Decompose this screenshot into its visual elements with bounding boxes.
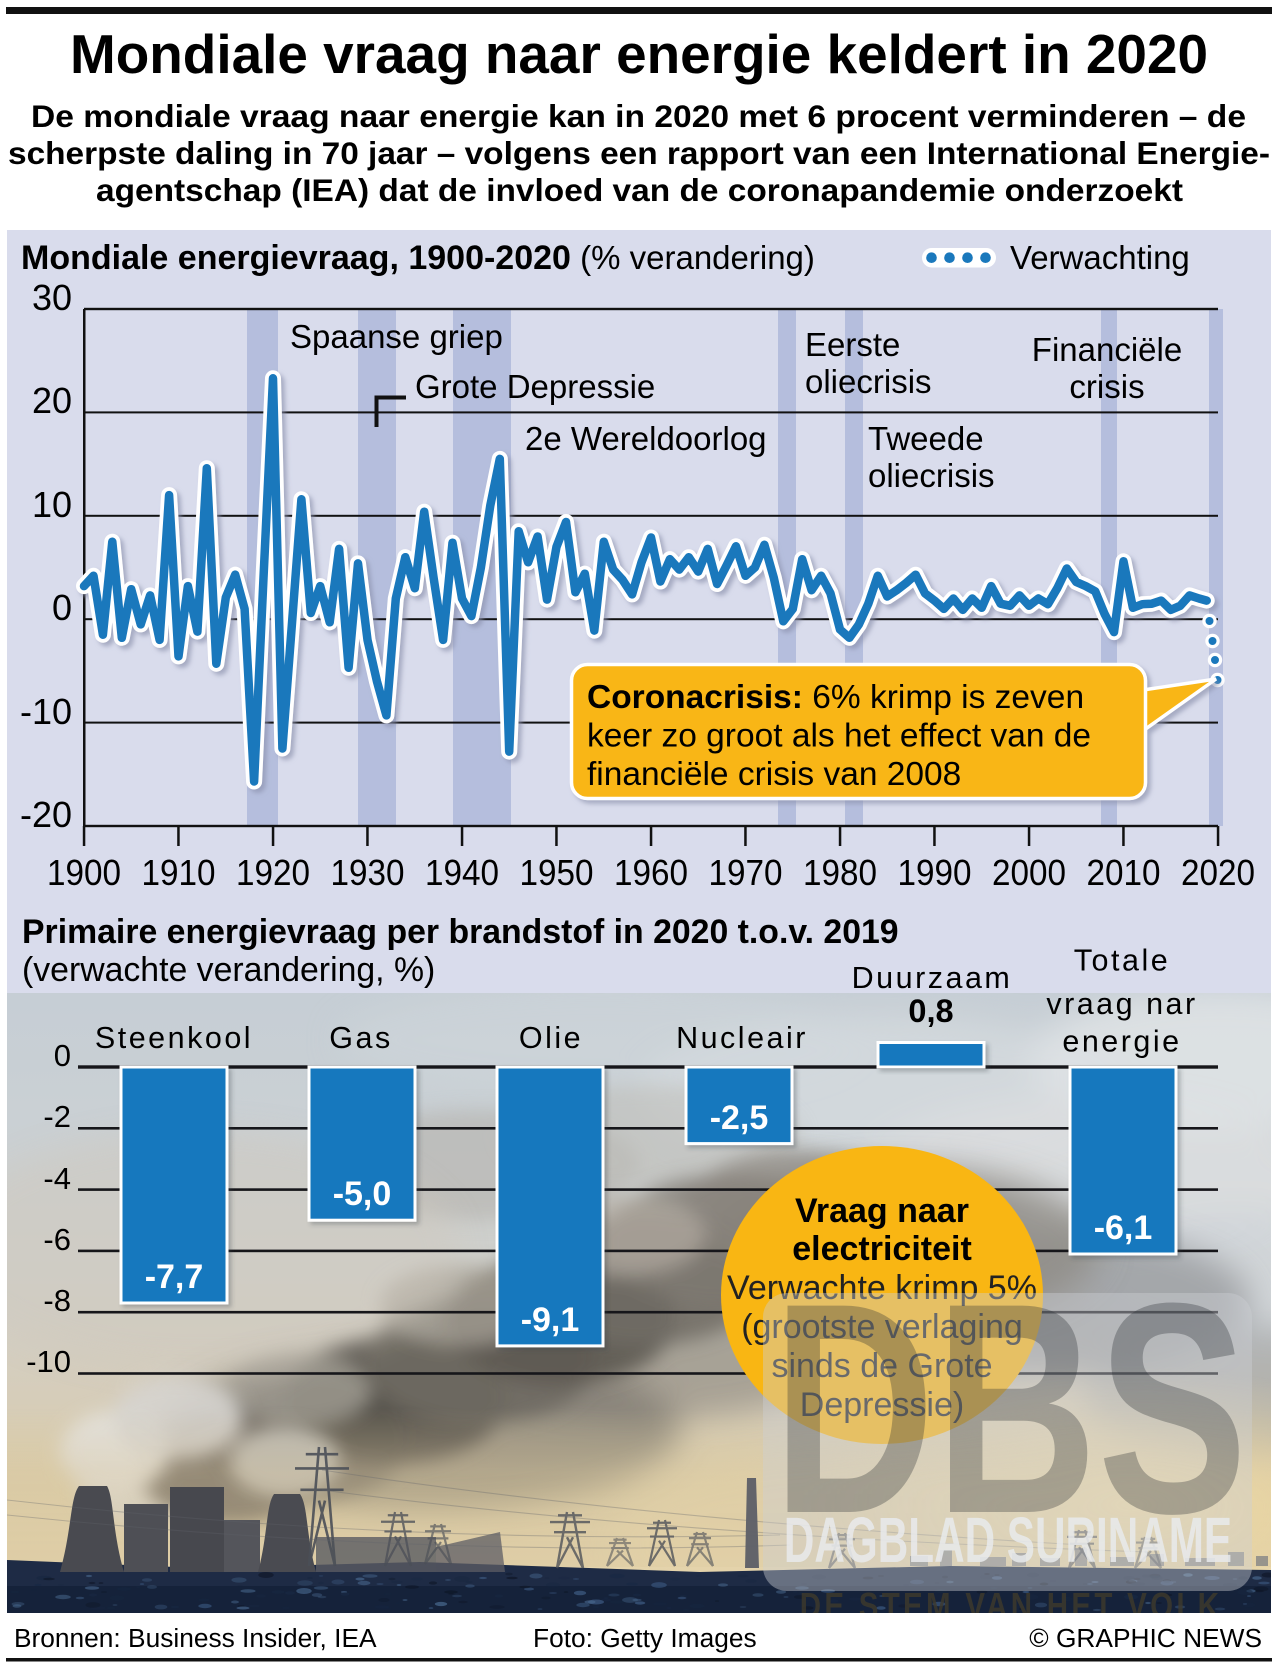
svg-text:(verwachte verandering, %): (verwachte verandering, %) [22,951,435,989]
svg-text:0,8: 0,8 [908,993,953,1029]
svg-text:keer zo groot als het effect v: keer zo groot als het effect van de [587,718,1091,755]
svg-text:crisis: crisis [1069,368,1144,405]
svg-text:scherpste daling in 70 jaar –: scherpste daling in 70 jaar – volgens ee… [8,135,1270,171]
svg-text:oliecrisis: oliecrisis [868,457,995,494]
svg-text:DE STEM VAN HET VOLK: DE STEM VAN HET VOLK [800,1585,1222,1625]
svg-text:-8: -8 [43,1283,71,1318]
svg-text:2e Wereldoorlog: 2e Wereldoorlog [525,420,767,457]
svg-text:-2: -2 [43,1099,71,1134]
svg-text:-4: -4 [43,1161,71,1196]
svg-text:1930: 1930 [331,852,405,893]
svg-text:1920: 1920 [236,852,310,893]
svg-text:1900: 1900 [47,852,121,893]
svg-text:DAGBLAD SURINAME: DAGBLAD SURINAME [784,1505,1232,1576]
svg-text:10: 10 [32,484,72,525]
svg-text:Bronnen: Business Insider, IEA: Bronnen: Business Insider, IEA [14,1623,377,1653]
svg-text:Coronacrisis: 6% krimp is zeve: Coronacrisis: 6% krimp is zeven [587,679,1084,716]
svg-text:Financiële: Financiële [1032,331,1182,368]
svg-text:De mondiale vraag naar energie: De mondiale vraag naar energie kan in 20… [31,98,1246,134]
svg-text:sinds de Grote: sinds de Grote [771,1347,992,1385]
svg-text:© GRAPHIC NEWS: © GRAPHIC NEWS [1029,1623,1262,1653]
svg-text:0: 0 [52,587,72,628]
svg-text:-20: -20 [20,794,72,835]
svg-text:Mondiale energievraag, 1900-20: Mondiale energievraag, 1900-2020 (% vera… [21,239,815,277]
svg-text:1980: 1980 [803,852,877,893]
svg-text:Verwachting: Verwachting [1010,239,1190,276]
svg-text:Grote Depressie: Grote Depressie [415,368,655,405]
svg-text:-10: -10 [20,691,72,732]
svg-text:Eerste: Eerste [805,326,900,363]
svg-text:-10: -10 [26,1344,71,1379]
svg-text:agentschap (IEA) dat de invloe: agentschap (IEA) dat de invloed van de c… [96,172,1183,208]
svg-text:Steenkool: Steenkool [95,1021,253,1055]
svg-text:2010: 2010 [1087,852,1161,893]
svg-text:Olie: Olie [519,1021,583,1055]
svg-text:Duurzaam: Duurzaam [852,961,1013,995]
svg-text:1970: 1970 [709,852,783,893]
svg-text:1960: 1960 [614,852,688,893]
svg-text:Nucleair: Nucleair [676,1021,808,1055]
svg-text:1910: 1910 [142,852,216,893]
svg-text:2000: 2000 [992,852,1066,893]
svg-text:1940: 1940 [425,852,499,893]
svg-text:energie: energie [1062,1025,1181,1059]
svg-text:-5,0: -5,0 [333,1175,392,1213]
svg-text:financiële crisis van 2008: financiële crisis van 2008 [587,756,961,793]
svg-text:vraag nar: vraag nar [1046,987,1197,1021]
svg-text:-9,1: -9,1 [521,1301,580,1339]
svg-text:Tweede: Tweede [868,420,984,457]
svg-text:Gas: Gas [329,1021,392,1055]
svg-text:-6: -6 [43,1222,71,1257]
svg-text:Primaire energievraag per bran: Primaire energievraag per brandstof in 2… [22,913,899,951]
svg-text:-6,1: -6,1 [1094,1209,1153,1247]
svg-text:Verwachte krimp 5%: Verwachte krimp 5% [727,1269,1037,1307]
svg-text:1950: 1950 [520,852,594,893]
svg-text:Foto: Getty Images: Foto: Getty Images [533,1623,757,1653]
svg-text:30: 30 [32,277,72,318]
svg-text:20: 20 [32,380,72,421]
svg-text:-2,5: -2,5 [710,1099,769,1137]
svg-text:Mondiale vraag naar energie ke: Mondiale vraag naar energie keldert in 2… [70,23,1208,85]
svg-text:(grootste verlaging: (grootste verlaging [741,1308,1023,1346]
svg-text:Totale: Totale [1074,944,1170,978]
svg-text:0: 0 [54,1038,71,1073]
svg-text:electriciteit: electriciteit [792,1230,972,1268]
svg-text:-7,7: -7,7 [145,1258,204,1296]
svg-text:Vraag naar: Vraag naar [795,1192,969,1230]
svg-text:Spaanse griep: Spaanse griep [290,318,503,355]
svg-text:Depressie): Depressie) [800,1386,964,1424]
svg-text:2020: 2020 [1181,852,1255,893]
svg-text:1990: 1990 [898,852,972,893]
svg-text:DBS: DBS [772,1242,1247,1577]
svg-text:oliecrisis: oliecrisis [805,363,932,400]
